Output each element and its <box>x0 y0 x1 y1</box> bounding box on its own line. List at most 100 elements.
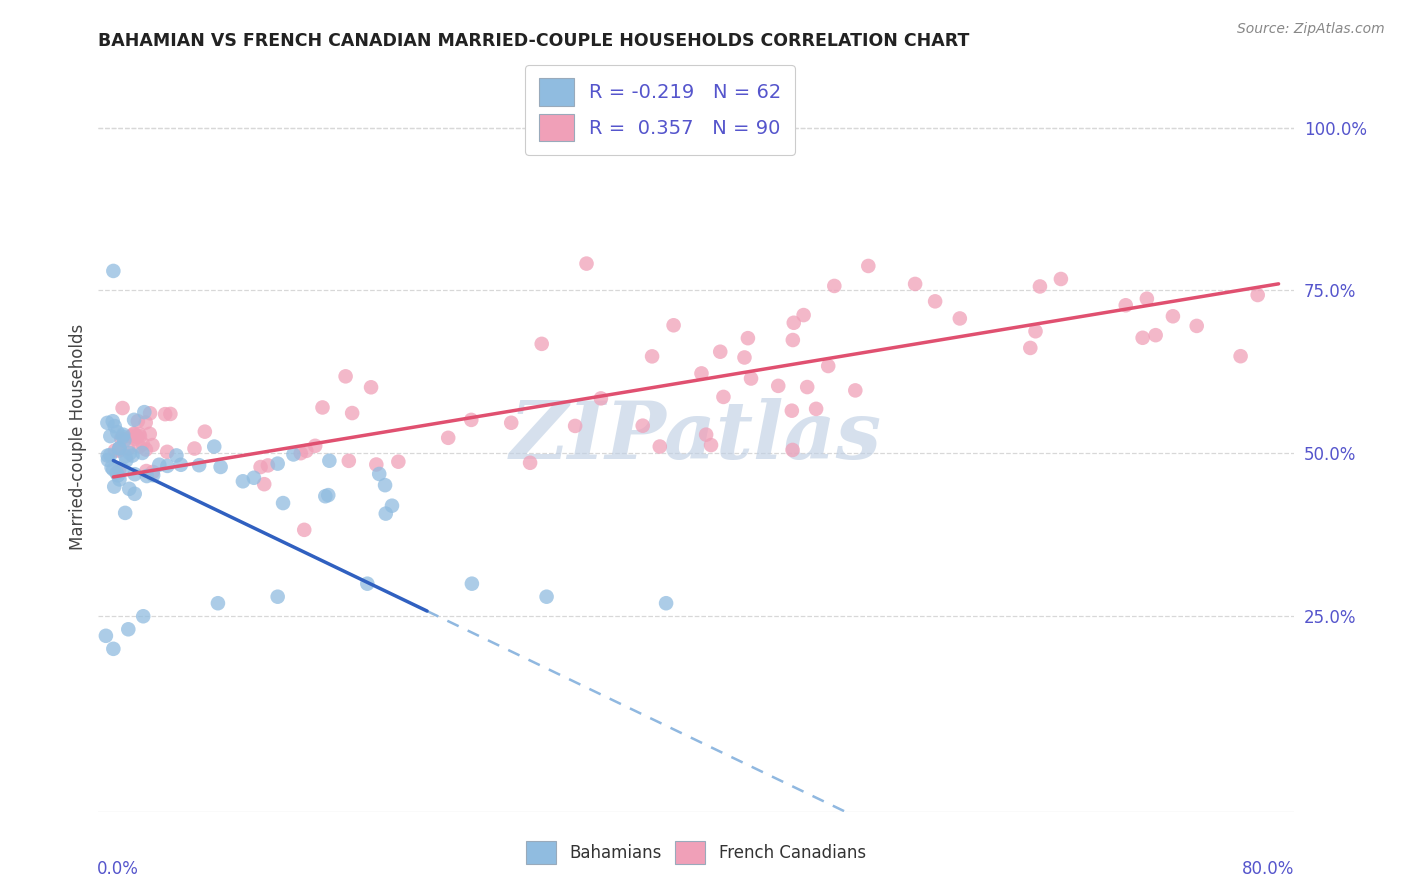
Point <box>124 487 146 501</box>
Point <box>101 414 124 428</box>
Point <box>368 467 391 481</box>
Point <box>188 458 211 473</box>
Point <box>122 427 145 442</box>
Point <box>844 384 866 398</box>
Point <box>111 430 134 444</box>
Point <box>437 431 460 445</box>
Point <box>780 403 803 417</box>
Point <box>924 294 946 309</box>
Point <box>118 482 141 496</box>
Point <box>135 464 157 478</box>
Point <box>165 449 187 463</box>
Point <box>536 590 558 604</box>
Point <box>107 443 129 458</box>
Point <box>768 379 790 393</box>
Point <box>713 390 735 404</box>
Point <box>100 460 122 475</box>
Point <box>114 506 136 520</box>
Point <box>105 425 128 440</box>
Point <box>737 331 759 345</box>
Point <box>267 590 290 604</box>
Point <box>318 454 340 468</box>
Point <box>1247 288 1270 302</box>
Point <box>817 359 839 373</box>
Point <box>139 406 162 420</box>
Text: Source: ZipAtlas.com: Source: ZipAtlas.com <box>1237 22 1385 37</box>
Point <box>700 438 723 452</box>
Point <box>98 429 121 443</box>
Point <box>135 416 157 430</box>
Text: ZIPatlas: ZIPatlas <box>510 399 882 475</box>
Point <box>105 466 128 480</box>
Point <box>108 441 131 455</box>
Point <box>641 350 664 364</box>
Point <box>97 453 120 467</box>
Point <box>104 443 127 458</box>
Point <box>360 380 382 394</box>
Point <box>793 308 815 322</box>
Point <box>257 458 280 473</box>
Point <box>110 432 132 446</box>
Point <box>374 478 396 492</box>
Point <box>374 507 396 521</box>
Point <box>316 488 339 502</box>
Point <box>122 413 145 427</box>
Point <box>122 426 145 441</box>
Point <box>243 471 266 485</box>
Point <box>858 259 880 273</box>
Point <box>103 641 125 656</box>
Point <box>709 344 731 359</box>
Point <box>139 426 162 441</box>
Point <box>108 442 131 456</box>
Point <box>121 449 143 463</box>
Text: BAHAMIAN VS FRENCH CANADIAN MARRIED-COUPLE HOUSEHOLDS CORRELATION CHART: BAHAMIAN VS FRENCH CANADIAN MARRIED-COUP… <box>98 32 970 50</box>
Point <box>156 458 179 473</box>
Point <box>135 442 157 457</box>
Point <box>530 336 553 351</box>
Point <box>366 458 388 472</box>
Point <box>1161 310 1184 324</box>
Point <box>112 427 135 442</box>
Point <box>131 446 153 460</box>
Point <box>132 609 155 624</box>
Point <box>655 596 678 610</box>
Text: 80.0%: 80.0% <box>1243 861 1295 879</box>
Point <box>156 445 179 459</box>
Point <box>170 458 193 472</box>
Point <box>823 279 845 293</box>
Point <box>267 457 290 471</box>
Point <box>337 454 360 468</box>
Point <box>304 439 326 453</box>
Point <box>103 462 125 476</box>
Point <box>153 407 176 421</box>
Point <box>117 442 139 456</box>
Point <box>290 446 312 460</box>
Point <box>1132 331 1154 345</box>
Point <box>159 407 181 421</box>
Point <box>117 622 139 636</box>
Point <box>114 449 136 463</box>
Point <box>96 416 118 430</box>
Point <box>949 311 972 326</box>
Point <box>209 459 232 474</box>
Point <box>94 629 117 643</box>
Point <box>782 442 804 457</box>
Point <box>783 316 806 330</box>
Point <box>134 405 156 419</box>
Point <box>501 416 523 430</box>
Y-axis label: Married-couple Households: Married-couple Households <box>69 324 87 550</box>
Point <box>120 429 142 443</box>
Point <box>796 380 818 394</box>
Point <box>662 318 685 333</box>
Point <box>589 392 612 406</box>
Point <box>202 440 225 454</box>
Point <box>695 427 717 442</box>
Point <box>107 468 129 483</box>
Point <box>103 264 125 278</box>
Point <box>132 437 155 451</box>
Point <box>249 460 271 475</box>
Point <box>112 434 135 448</box>
Point <box>207 596 229 610</box>
Point <box>104 419 127 434</box>
Point <box>631 418 654 433</box>
